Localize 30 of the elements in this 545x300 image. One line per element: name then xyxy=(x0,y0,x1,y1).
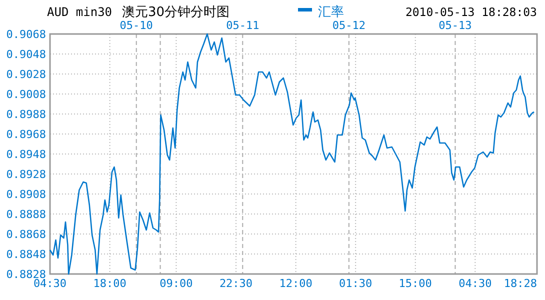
x-tick-label: 01:30 xyxy=(339,277,372,290)
x-tick-label: 18:00 xyxy=(93,277,126,290)
y-tick-label: 0.8848 xyxy=(6,248,46,261)
x-tick-label: 04:30 xyxy=(458,277,492,290)
x-tick-label: 09:00 xyxy=(160,277,193,290)
x-tick-label: 18:28 xyxy=(504,277,537,290)
ref-line-label: 05-10 xyxy=(120,19,153,32)
legend-label: 汇率 xyxy=(318,4,344,20)
x-tick-label: 12:00 xyxy=(279,277,312,290)
text: 2010-05-13 18:28:03 xyxy=(405,5,538,19)
y-tick-label: 0.8928 xyxy=(6,168,46,181)
y-tick-label: 0.8868 xyxy=(6,228,46,241)
y-tick-label: 0.9068 xyxy=(6,28,46,41)
y-tick-label: 0.9028 xyxy=(6,68,46,81)
ref-line-label: 05-13 xyxy=(438,19,472,32)
y-tick-label: 0.9008 xyxy=(6,88,46,101)
x-tick-label: 15:00 xyxy=(398,277,432,290)
chart-subtitle: 澳元30分钟分时图 xyxy=(122,5,230,20)
ref-line-label: 05-11 xyxy=(226,19,260,32)
line-series xyxy=(49,33,535,275)
y-tick-label: 0.8968 xyxy=(6,128,46,141)
chart-title: AUD min30 xyxy=(47,5,112,19)
y-tick-label: 0.8948 xyxy=(6,148,46,161)
ref-line-label: 05-12 xyxy=(332,19,366,32)
y-tick-label: 0.8988 xyxy=(6,108,46,121)
x-tick-label: 22:30 xyxy=(219,277,253,290)
x-tick-label: 04:30 xyxy=(33,277,67,290)
y-tick-label: 0.9048 xyxy=(6,48,46,61)
y-tick-label: 0.8888 xyxy=(6,208,46,221)
y-tick-label: 0.8908 xyxy=(6,188,46,201)
